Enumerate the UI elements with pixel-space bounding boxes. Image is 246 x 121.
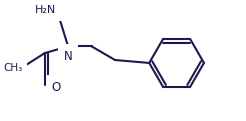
Text: N: N <box>64 50 73 63</box>
Text: O: O <box>51 81 61 94</box>
Text: CH₃: CH₃ <box>3 63 22 73</box>
Text: H₂N: H₂N <box>35 5 56 15</box>
